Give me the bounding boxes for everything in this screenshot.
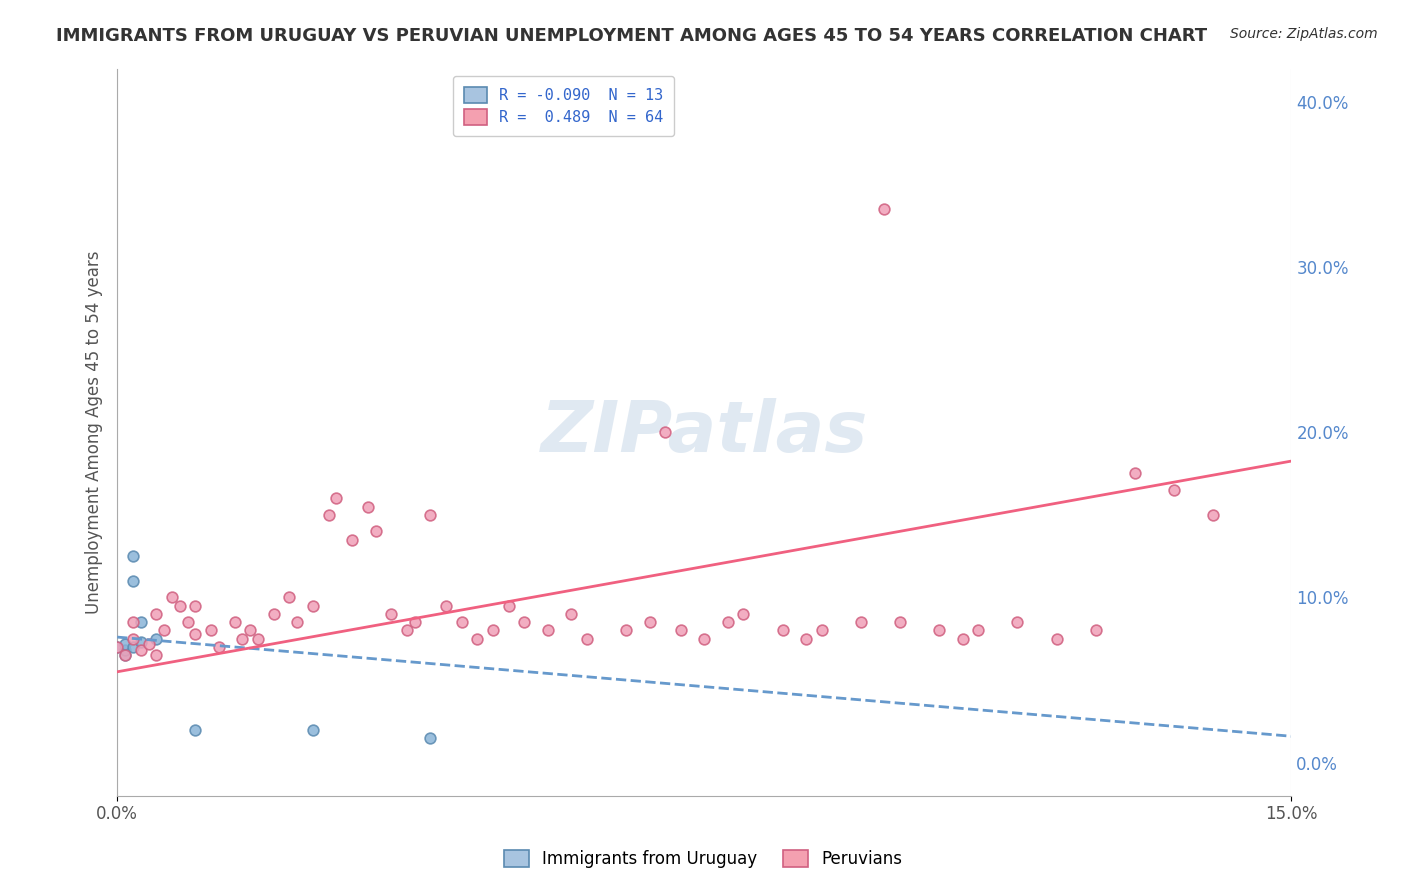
Point — [404, 615, 426, 630]
Point — [176, 615, 198, 630]
Legend: R = -0.090  N = 13, R =  0.489  N = 64: R = -0.090 N = 13, R = 0.489 N = 64 — [453, 76, 673, 136]
Point — [465, 632, 488, 646]
Point — [1163, 483, 1185, 497]
Point — [849, 615, 872, 630]
Point — [693, 632, 716, 646]
Point — [434, 599, 457, 613]
Point — [537, 624, 560, 638]
Point — [772, 624, 794, 638]
Y-axis label: Unemployment Among Ages 45 to 54 years: Unemployment Among Ages 45 to 54 years — [86, 251, 103, 614]
Point — [169, 599, 191, 613]
Point — [450, 615, 472, 630]
Point — [873, 202, 896, 216]
Point — [1202, 508, 1225, 522]
Point — [114, 648, 136, 663]
Point — [184, 599, 207, 613]
Point — [145, 632, 167, 646]
Point — [285, 615, 308, 630]
Point — [121, 632, 143, 646]
Point — [224, 615, 246, 630]
Point — [239, 624, 262, 638]
Point — [325, 491, 347, 506]
Point — [302, 599, 325, 613]
Point — [733, 607, 755, 621]
Point — [302, 723, 325, 737]
Point — [121, 549, 143, 563]
Text: IMMIGRANTS FROM URUGUAY VS PERUVIAN UNEMPLOYMENT AMONG AGES 45 TO 54 YEARS CORRE: IMMIGRANTS FROM URUGUAY VS PERUVIAN UNEM… — [56, 27, 1208, 45]
Point — [184, 627, 207, 641]
Point — [340, 533, 363, 547]
Point — [114, 643, 136, 657]
Point — [129, 643, 152, 657]
Point — [654, 425, 676, 439]
Point — [1007, 615, 1029, 630]
Point — [357, 500, 380, 514]
Point — [669, 624, 692, 638]
Point — [364, 524, 387, 539]
Point — [810, 624, 832, 638]
Point — [482, 624, 505, 638]
Point — [121, 574, 143, 588]
Legend: Immigrants from Uruguay, Peruvians: Immigrants from Uruguay, Peruvians — [498, 843, 908, 875]
Point — [145, 607, 167, 621]
Point — [928, 624, 950, 638]
Text: ZIPatlas: ZIPatlas — [541, 398, 868, 467]
Point — [395, 624, 418, 638]
Point — [160, 591, 183, 605]
Text: Source: ZipAtlas.com: Source: ZipAtlas.com — [1230, 27, 1378, 41]
Point — [967, 624, 990, 638]
Point — [121, 615, 143, 630]
Point — [121, 640, 143, 654]
Point — [105, 640, 128, 654]
Point — [153, 624, 176, 638]
Point — [145, 648, 167, 663]
Point — [278, 591, 301, 605]
Point — [231, 632, 253, 646]
Point — [717, 615, 740, 630]
Point — [184, 723, 207, 737]
Point — [614, 624, 637, 638]
Point — [263, 607, 285, 621]
Point — [1084, 624, 1107, 638]
Point — [208, 640, 231, 654]
Point — [129, 615, 152, 630]
Point — [318, 508, 340, 522]
Point — [889, 615, 911, 630]
Point — [247, 632, 270, 646]
Point — [114, 637, 136, 651]
Point — [575, 632, 598, 646]
Point — [794, 632, 817, 646]
Point — [200, 624, 222, 638]
Point — [1045, 632, 1067, 646]
Point — [114, 648, 136, 663]
Point — [129, 635, 152, 649]
Point — [513, 615, 536, 630]
Point — [419, 731, 441, 745]
Point — [105, 640, 128, 654]
Point — [560, 607, 582, 621]
Point — [638, 615, 661, 630]
Point — [380, 607, 402, 621]
Point — [419, 508, 441, 522]
Point — [952, 632, 974, 646]
Point — [1123, 467, 1146, 481]
Point — [498, 599, 520, 613]
Point — [138, 637, 160, 651]
